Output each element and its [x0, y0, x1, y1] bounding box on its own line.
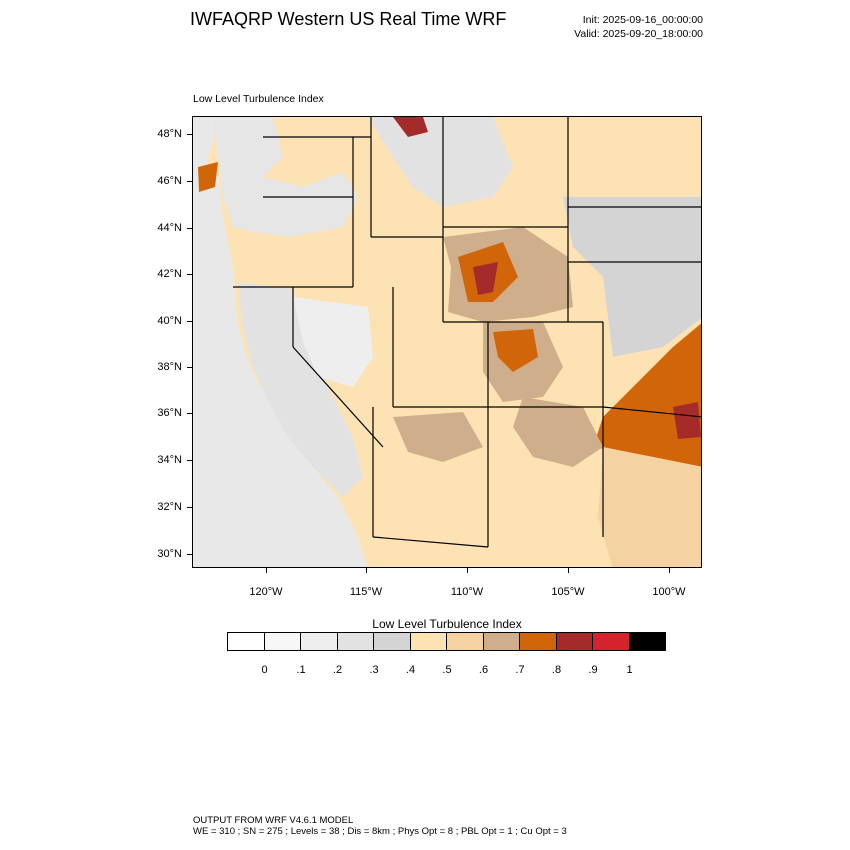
map-panel [192, 116, 702, 568]
montana-north-high [393, 117, 428, 137]
turbulence-map [193, 117, 701, 567]
legend-swatch [263, 632, 301, 651]
legend-swatch [373, 632, 411, 651]
legend-swatch [592, 632, 630, 651]
plains-core [673, 402, 701, 439]
legend-label: .9 [588, 664, 598, 676]
legend-swatch [628, 632, 666, 651]
lat-tick [187, 134, 192, 135]
great-basin-zone [293, 297, 373, 387]
lat-tick [187, 460, 192, 461]
lat-label: 34°N [157, 454, 182, 466]
legend-swatch [336, 632, 374, 651]
legend-label: .7 [515, 664, 525, 676]
legend-label: .4 [405, 664, 416, 676]
lat-label: 42°N [157, 268, 182, 280]
map-subtitle: Low Level Turbulence Index [193, 93, 324, 105]
legend-title: Low Level Turbulence Index [372, 617, 522, 631]
lat-label: 40°N [157, 315, 182, 327]
model-footer: OUTPUT FROM WRF V4.6.1 MODEL WE = 310 ; … [193, 815, 567, 837]
lon-tick [669, 568, 670, 573]
pacific-northwest-zone [213, 117, 358, 237]
arizona-rim-zone [393, 412, 483, 462]
legend-swatch [409, 632, 447, 651]
lat-tick [187, 413, 192, 414]
chart-title: IWFAQRP Western US Real Time WRF [190, 9, 507, 29]
lon-tick [467, 568, 468, 573]
legend-label: 0 [261, 664, 268, 676]
legend-swatch [227, 632, 265, 651]
oregon-coast-high [198, 162, 218, 192]
lon-label: 120°W [249, 586, 283, 598]
colorado-high [493, 329, 538, 372]
lon-tick [568, 568, 569, 573]
lon-tick [366, 568, 367, 573]
state-borders [233, 117, 701, 548]
lat-tick [187, 228, 192, 229]
legend-swatch [519, 632, 557, 651]
montana-zone [368, 117, 513, 207]
legend-swatch [482, 632, 520, 651]
new-mexico-zone [513, 397, 603, 467]
lon-label: 115°W [349, 586, 383, 598]
lat-label: 30°N [157, 548, 182, 560]
init-time: Init: 2025-09-16_00:00:00 [582, 14, 703, 26]
legend-label: .1 [296, 664, 306, 676]
legend-swatch [555, 632, 593, 651]
lat-label: 46°N [157, 175, 182, 187]
lon-label: 105°W [551, 586, 585, 598]
lat-tick [187, 507, 192, 508]
lat-label: 44°N [157, 222, 182, 234]
legend-label: .3 [369, 664, 379, 676]
lat-label: 32°N [157, 501, 182, 513]
lat-tick [187, 367, 192, 368]
color-legend [227, 632, 666, 651]
texas-zone [598, 447, 701, 567]
legend-label: .8 [551, 664, 562, 676]
southern-plains-high [593, 323, 701, 467]
lat-label: 48°N [157, 128, 182, 140]
lat-tick [187, 554, 192, 555]
legend-swatch [446, 632, 484, 651]
lon-label: 110°W [450, 586, 484, 598]
lat-tick [187, 321, 192, 322]
wyoming-core [473, 262, 498, 295]
lat-tick [187, 181, 192, 182]
california-zone [238, 282, 363, 497]
plains-zone [563, 197, 701, 357]
legend-label: 1 [626, 664, 633, 676]
lon-tick [266, 568, 267, 573]
lat-label: 38°N [157, 361, 182, 373]
lon-label: 100°W [652, 586, 686, 598]
footer-line-1: OUTPUT FROM WRF V4.6.1 MODEL [193, 815, 354, 826]
lat-tick [187, 274, 192, 275]
footer-line-2: WE = 310 ; SN = 275 ; Levels = 38 ; Dis … [193, 826, 567, 837]
legend-label: .2 [332, 664, 343, 676]
valid-time: Valid: 2025-09-20_18:00:00 [574, 28, 703, 40]
legend-label: .6 [478, 664, 489, 676]
offshore-gradient [193, 117, 368, 567]
legend-swatch [300, 632, 338, 651]
legend-label: .5 [442, 664, 452, 676]
lat-label: 36°N [157, 407, 182, 419]
